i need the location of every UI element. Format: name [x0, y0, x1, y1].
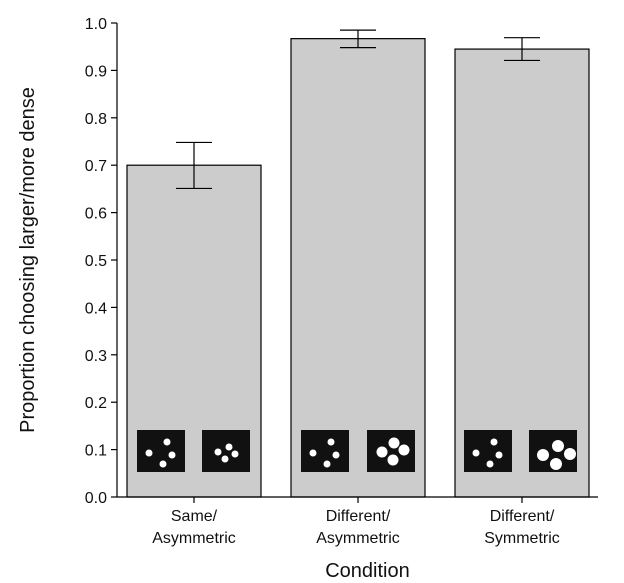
stimulus-dot: [472, 449, 480, 457]
y-tick-label: 0.5: [85, 253, 107, 270]
y-axis-title: Proportion choosing larger/more dense: [17, 87, 39, 433]
stimulus-dot: [376, 446, 388, 458]
error-bars-layer: [176, 29, 540, 190]
x-category-label: Different/: [490, 508, 555, 525]
y-tick-label: 1.0: [85, 16, 107, 33]
stimulus-dot: [145, 449, 153, 457]
stimulus-dot: [231, 450, 239, 458]
y-tick-label: 0.9: [85, 63, 107, 80]
stimulus-dot: [214, 448, 222, 456]
stimulus-dot: [159, 460, 167, 468]
stimulus-dot: [309, 449, 317, 457]
stimulus-dot: [550, 458, 562, 470]
dots-small-sparse-icon: [137, 430, 185, 472]
bar-2: [290, 38, 426, 498]
x-category-label: Asymmetric: [316, 530, 400, 547]
y-tick-label: 0.0: [85, 490, 107, 507]
y-tick-label: 0.2: [85, 395, 107, 412]
stimulus-dot: [486, 460, 494, 468]
y-tick-label: 0.7: [85, 158, 107, 175]
bars-layer: [126, 38, 590, 498]
x-category-label: Symmetric: [484, 530, 560, 547]
dots-large-clustered-icon: [367, 430, 415, 472]
stimulus-dot: [225, 443, 233, 451]
stimulus-dot: [387, 454, 399, 466]
dots-small-sparse-icon: [464, 430, 512, 472]
error-bar-1: [176, 141, 212, 190]
y-tick-label: 0.4: [85, 300, 107, 317]
stimulus-dot: [495, 451, 503, 459]
bar-3: [454, 48, 590, 498]
stimulus-dot: [552, 440, 564, 452]
error-bar-2: [340, 29, 376, 49]
stimulus-icons-layer: [137, 430, 577, 472]
x-axis-title: Condition: [325, 560, 410, 582]
stimulus-dot: [537, 449, 549, 461]
dots-large-symmetric-icon: [529, 430, 577, 472]
x-category-label: Different/: [326, 508, 391, 525]
error-bar-3: [504, 37, 540, 62]
stimulus-background: [202, 430, 250, 472]
stimulus-dot: [323, 460, 331, 468]
stimulus-dot: [398, 444, 410, 456]
stimulus-dot: [564, 448, 576, 460]
stimulus-dot: [388, 437, 400, 449]
y-tick-label: 0.6: [85, 206, 107, 223]
y-tick-label: 0.8: [85, 111, 107, 128]
x-category-label: Same/: [171, 508, 218, 525]
stimulus-dot: [221, 455, 229, 463]
y-tick-label: 0.1: [85, 443, 107, 460]
stimulus-dot: [332, 451, 340, 459]
stimulus-dot: [490, 438, 498, 446]
stimulus-dot: [168, 451, 176, 459]
y-tick-label: 0.3: [85, 348, 107, 365]
dots-small-clustered-icon: [202, 430, 250, 472]
dots-small-sparse-icon: [301, 430, 349, 472]
x-category-label: Asymmetric: [152, 530, 236, 547]
stimulus-dot: [163, 438, 171, 446]
axes-layer: 0.0 0.1 0.2 0.3 0.4 0.5 0.6 0.7 0.8 0.9 1.0 Same/As…: [85, 16, 598, 547]
stimulus-dot: [327, 438, 335, 446]
